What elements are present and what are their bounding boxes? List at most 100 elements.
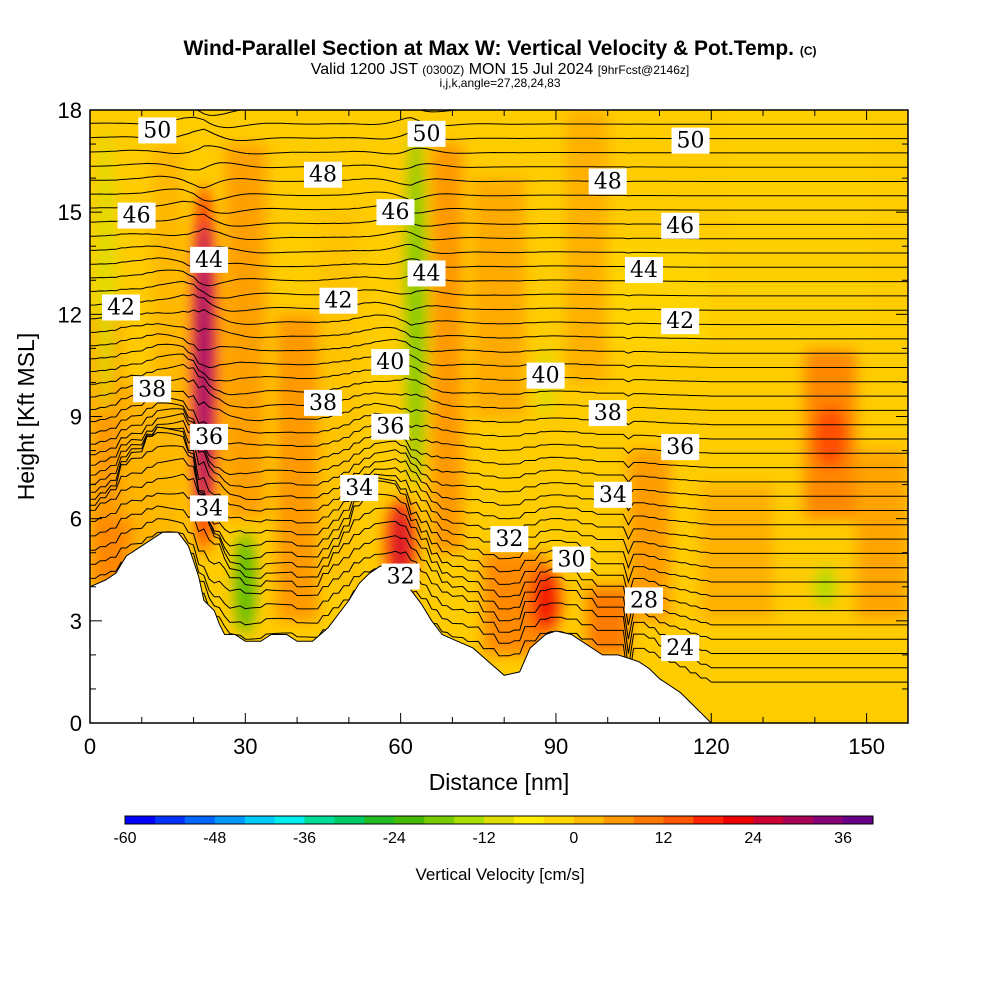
y-tick-label: 12 <box>58 302 82 327</box>
colorbar-swatch <box>454 816 485 824</box>
contour-label-box <box>371 413 410 440</box>
contour-label: 36 <box>376 415 404 440</box>
contour-label-box <box>371 349 410 376</box>
colorbar-swatch <box>543 816 575 824</box>
colorbar-swatch <box>304 816 335 824</box>
contour-label: 44 <box>413 261 441 286</box>
contour-label-box <box>190 423 229 450</box>
contour-label-box <box>381 563 420 590</box>
isentrope <box>90 128 908 141</box>
contour-label-box <box>303 389 342 416</box>
colorbar-tick-label: -12 <box>472 830 495 847</box>
colorbar-swatch <box>125 816 156 824</box>
contour-label-box <box>138 117 177 144</box>
contour-label: 46 <box>123 204 151 229</box>
chart-subtitle: Valid 1200 JST (0300Z) MON 15 Jul 2024 [… <box>310 61 690 78</box>
contour-label-box <box>190 495 229 522</box>
colorbar-swatch <box>513 816 545 824</box>
isentrope <box>90 308 908 326</box>
contour-label-box <box>624 257 663 284</box>
isentrope <box>90 188 908 202</box>
colorbar-frame <box>124 815 874 825</box>
contour-label-box <box>661 212 700 239</box>
colorbar-swatch <box>334 816 365 824</box>
contour-label: 32 <box>495 527 523 552</box>
texture-band <box>224 144 267 519</box>
contour-label: 36 <box>195 425 223 450</box>
y-tick-label: 3 <box>70 609 82 634</box>
isentrope <box>115 110 908 116</box>
isentrope <box>90 323 908 340</box>
contour-label-box <box>588 400 627 427</box>
contour-label-box <box>407 260 446 287</box>
isentrope <box>90 408 908 469</box>
isentrope <box>90 200 908 214</box>
downdraft-band <box>235 532 256 635</box>
contour-label-box <box>661 434 700 461</box>
contour-label: 40 <box>376 350 404 375</box>
isentrope <box>90 377 908 411</box>
isentrope <box>90 576 908 683</box>
downdraft-band <box>95 127 116 417</box>
colorbar-swatch <box>693 816 724 824</box>
chart-title: Wind-Parallel Section at Max W: Vertical… <box>183 37 817 60</box>
contour-label: 38 <box>594 401 622 426</box>
isentrope <box>90 353 908 383</box>
contour-label-box <box>340 475 379 502</box>
contour-label: 50 <box>413 122 441 147</box>
chart-indices: i,j,k,angle=27,28,24,83 <box>439 76 561 90</box>
contour-label: 32 <box>387 565 415 590</box>
x-tick-label: 120 <box>693 734 730 759</box>
colorbar-swatch <box>154 816 186 824</box>
contour-label: 50 <box>677 129 705 154</box>
x-tick-label: 0 <box>84 734 96 759</box>
isentrope <box>90 412 908 483</box>
colorbar-swatch <box>783 816 814 824</box>
contour-label-box <box>133 376 172 403</box>
isentrope <box>90 145 908 155</box>
contour-label: 38 <box>138 377 166 402</box>
colorbar-swatch <box>394 816 425 824</box>
contour-label: 28 <box>630 588 658 613</box>
colorbar-title: Vertical Velocity [cm/s] <box>415 865 584 884</box>
contour-label: 46 <box>381 200 409 225</box>
colorbar-swatch <box>244 816 276 824</box>
texture-band <box>587 586 629 655</box>
contour-label-box <box>661 635 700 662</box>
y-tick-label: 9 <box>70 405 82 430</box>
colorbar-swatch <box>184 816 216 824</box>
contour-label: 42 <box>666 309 694 334</box>
isentrope <box>90 162 908 171</box>
y-axis-title: Height [Kft MSL] <box>13 333 39 500</box>
y-tick-label: 15 <box>58 200 82 225</box>
x-tick-label: 90 <box>544 734 568 759</box>
x-axis-title: Distance [nm] <box>429 769 570 795</box>
contour-label: 48 <box>309 163 337 188</box>
contour-label-box <box>526 362 565 389</box>
isentrope <box>90 518 908 626</box>
contour-label-box <box>319 287 358 314</box>
colorbar-swatch <box>214 816 246 824</box>
colorbar-swatch <box>753 816 784 824</box>
isentrope <box>90 175 908 189</box>
contour-label-box <box>303 161 342 188</box>
colorbar-swatch <box>723 816 754 824</box>
isentrope <box>90 473 908 584</box>
colorbar-tick-label: -24 <box>383 830 406 847</box>
contour-label: 42 <box>107 296 135 321</box>
colorbar-tick-label: 0 <box>569 830 578 847</box>
colorbar-tick-label: 12 <box>655 830 673 847</box>
contour-label: 34 <box>599 483 627 508</box>
x-tick-label: 30 <box>233 734 257 759</box>
colorbar-tick-label: 36 <box>834 830 852 847</box>
contour-label: 36 <box>666 435 694 460</box>
contour-label: 44 <box>195 248 223 273</box>
contour-label-box <box>117 202 156 229</box>
colorbar-tick-label: -36 <box>293 830 316 847</box>
plot-area: 50 50 50 48 48 46 46 46 44 44 44 42 42 42 40 40 38 38 38 36… <box>90 110 908 723</box>
y-tick-label: 18 <box>58 98 82 123</box>
contour-label-box <box>588 168 627 195</box>
texture-band <box>700 484 774 621</box>
contour-label-box <box>593 481 632 508</box>
